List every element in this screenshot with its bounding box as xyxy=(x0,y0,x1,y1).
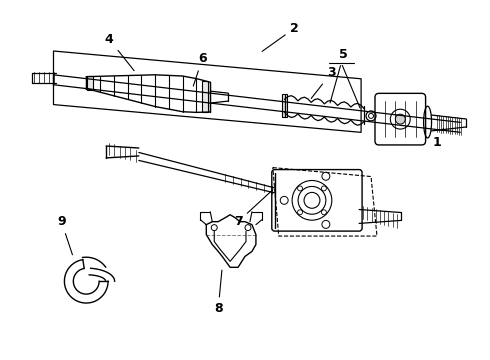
Text: 5: 5 xyxy=(339,49,347,62)
Bar xyxy=(87,76,93,90)
Text: 2: 2 xyxy=(262,22,299,51)
Text: 4: 4 xyxy=(105,33,134,71)
Text: 3: 3 xyxy=(311,66,336,98)
Text: 7: 7 xyxy=(234,190,273,228)
Text: 8: 8 xyxy=(214,270,222,315)
Text: 9: 9 xyxy=(57,215,73,255)
Text: 6: 6 xyxy=(193,53,207,86)
Bar xyxy=(202,81,208,112)
Text: 1: 1 xyxy=(432,129,443,149)
Circle shape xyxy=(395,114,405,124)
Bar xyxy=(282,94,287,117)
